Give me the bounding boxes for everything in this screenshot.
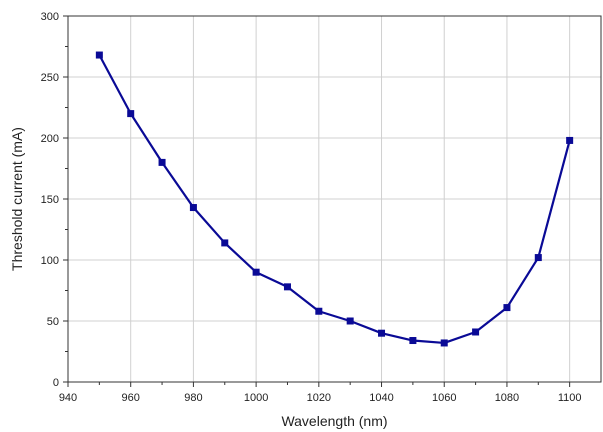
data-point-marker [127, 110, 135, 118]
data-point-marker [221, 239, 229, 247]
data-point-marker [283, 283, 291, 291]
y-tick-label: 100 [41, 255, 59, 267]
y-tick-label: 200 [41, 133, 59, 145]
data-point-marker [378, 329, 386, 337]
series-line [98, 54, 571, 345]
data-point-marker [534, 254, 542, 262]
x-tick-label: 960 [122, 392, 140, 404]
y-axis-title: Threshold current (mA) [9, 127, 25, 271]
grid [68, 16, 601, 382]
data-point-marker [252, 268, 260, 276]
x-tick-label: 1080 [495, 392, 519, 404]
data-point-marker [440, 339, 448, 347]
data-point-marker [346, 317, 354, 325]
x-tick-label: 1000 [244, 392, 268, 404]
data-point-marker [409, 337, 417, 345]
x-tick-label: 1060 [432, 392, 456, 404]
x-tick-label: 1040 [369, 392, 393, 404]
x-tick-label: 1020 [307, 392, 331, 404]
y-tick-label: 300 [41, 11, 59, 23]
y-axis: 0 50 100 150 200 250 300 [41, 11, 68, 389]
series-group [95, 51, 574, 347]
y-tick-label: 150 [41, 194, 59, 206]
data-point-marker [315, 307, 323, 315]
x-tick-label: 980 [184, 392, 202, 404]
y-tick-label: 0 [53, 377, 59, 389]
data-point-marker [503, 304, 511, 312]
data-point-marker [189, 204, 197, 212]
data-point-marker [472, 328, 480, 336]
y-tick-label: 250 [41, 72, 59, 84]
x-tick-label: 1100 [558, 392, 582, 404]
data-point-marker [158, 158, 166, 166]
x-axis-title: Wavelength (nm) [281, 413, 387, 429]
data-point-marker [566, 136, 574, 144]
data-point-marker [95, 51, 103, 59]
x-axis: 940 960 980 1000 1020 1040 1060 1080 1100 [59, 382, 582, 404]
x-tick-label: 940 [59, 392, 77, 404]
y-tick-label: 50 [47, 316, 59, 328]
